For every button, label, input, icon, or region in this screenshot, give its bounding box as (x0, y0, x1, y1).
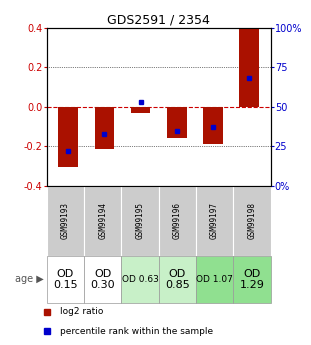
Text: OD
0.30: OD 0.30 (90, 269, 115, 290)
Title: GDS2591 / 2354: GDS2591 / 2354 (107, 13, 210, 27)
Bar (203, 107, 223, 145)
Bar (159, 186, 196, 256)
Bar (233, 256, 271, 303)
Bar (233, 186, 271, 256)
Text: age ▶: age ▶ (15, 275, 44, 285)
Text: GSM99196: GSM99196 (173, 203, 182, 239)
Bar (131, 107, 151, 113)
Text: GSM99195: GSM99195 (136, 203, 144, 239)
Bar (47, 256, 84, 303)
Text: OD
0.85: OD 0.85 (165, 269, 190, 290)
Bar (167, 107, 187, 138)
Text: GSM99193: GSM99193 (61, 203, 70, 239)
Text: OD 0.63: OD 0.63 (122, 275, 158, 284)
Bar (95, 107, 114, 149)
Text: log2 ratio: log2 ratio (60, 307, 104, 316)
Text: OD
1.29: OD 1.29 (239, 269, 264, 290)
Text: GSM99197: GSM99197 (210, 203, 219, 239)
Text: GSM99198: GSM99198 (248, 203, 256, 239)
Bar (84, 186, 121, 256)
Bar (47, 186, 84, 256)
Bar (159, 256, 196, 303)
Bar (196, 256, 233, 303)
Text: OD 1.07: OD 1.07 (196, 275, 233, 284)
Bar (58, 107, 78, 167)
Bar (239, 29, 259, 107)
Bar (121, 256, 159, 303)
Text: percentile rank within the sample: percentile rank within the sample (60, 327, 213, 336)
Bar (84, 256, 121, 303)
Text: OD
0.15: OD 0.15 (53, 269, 78, 290)
Bar (121, 186, 159, 256)
Text: GSM99194: GSM99194 (98, 203, 107, 239)
Bar (196, 186, 233, 256)
